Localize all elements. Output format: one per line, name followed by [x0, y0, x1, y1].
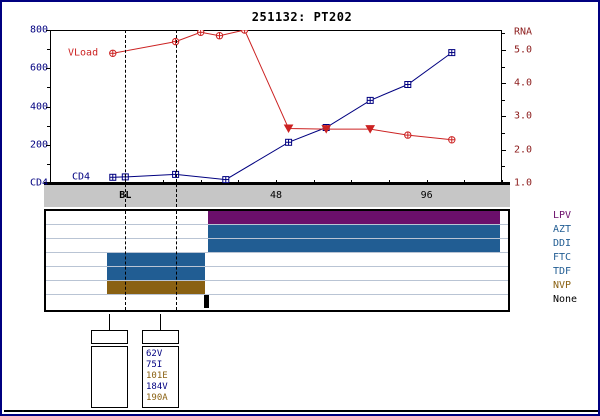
- rna-axis-minor-tick: [502, 67, 505, 68]
- mutation-entry: 62V: [146, 349, 163, 359]
- rna-axis-tick-label: 5.0: [514, 44, 533, 56]
- time-axis-tick: [502, 180, 503, 185]
- therapy-label-lpv: LPV: [553, 210, 572, 221]
- rna-axis-tick-label: 3.0: [514, 110, 533, 122]
- time-axis-tick: [389, 180, 390, 185]
- series-vload: [109, 30, 456, 144]
- cd4-axis-tick-label: 800: [29, 24, 48, 36]
- series-canvas: [109, 30, 456, 183]
- cd4-axis-tick: [46, 145, 50, 146]
- event-line: [125, 30, 126, 207]
- rna-axis-minor-tick: [502, 133, 505, 134]
- cd4-axis-tick: [46, 30, 50, 31]
- therapy-bar: [204, 295, 209, 308]
- time-axis-tick: [276, 180, 277, 185]
- therapy-timeline-grid: [44, 209, 510, 312]
- therapy-row: [46, 239, 508, 253]
- therapy-row: [46, 267, 508, 281]
- time-axis-band: [44, 185, 510, 207]
- mutation-entry: 184V: [146, 382, 168, 392]
- cd4-axis-tick-label: 200: [29, 139, 48, 151]
- mutation-entry: 101E: [146, 371, 168, 381]
- time-axis-tick: [351, 180, 352, 185]
- time-axis-tick: [314, 180, 315, 185]
- rna-axis-title: RNA: [514, 26, 533, 38]
- cd4-axis-tick-label: 600: [29, 62, 48, 74]
- therapy-bar: [208, 239, 500, 252]
- time-axis-tick: [464, 180, 465, 185]
- rna-axis-tick: [502, 183, 506, 184]
- cd4-axis-minor-tick: [47, 126, 50, 127]
- cd4-axis-tick: [46, 68, 50, 69]
- series-cd4: [109, 49, 456, 183]
- mutation-list-box: 62V 75I 101E 184V 190A: [142, 346, 179, 408]
- mutation-entry: 190A: [146, 393, 168, 403]
- time-axis-tick: [163, 180, 164, 185]
- therapy-row: [46, 295, 508, 309]
- event-line: [176, 30, 177, 207]
- therapy-label-azt: AZT: [553, 224, 572, 235]
- therapy-bar: [208, 211, 500, 224]
- mutation-header-box: [91, 330, 128, 344]
- rna-axis-tick-label: 4.0: [514, 77, 533, 89]
- mutation-header-box: [142, 330, 179, 344]
- time-axis-tick: [238, 180, 239, 185]
- cd4-series-label: CD4: [72, 171, 91, 183]
- rna-axis-minor-tick: [502, 33, 505, 34]
- therapy-label-none: None: [553, 294, 578, 305]
- therapy-label-tdf: TDF: [553, 266, 572, 277]
- rna-axis: RNA 5.0 4.0 3.0 2.0 1.0: [502, 2, 598, 414]
- footer-rule: [4, 410, 598, 412]
- rna-axis-tick-label: 2.0: [514, 144, 533, 156]
- time-axis-label: 48: [269, 190, 283, 201]
- rna-axis-tick: [502, 50, 506, 51]
- rna-axis-tick: [502, 116, 506, 117]
- vload-series-label: VLoad: [68, 47, 99, 59]
- rna-axis-tick: [502, 150, 506, 151]
- cd4-axis-tick-label: CD4: [29, 177, 48, 189]
- rna-axis-minor-tick: [502, 166, 505, 167]
- therapy-label-ftc: FTC: [553, 252, 572, 263]
- time-axis-tick: [427, 180, 428, 185]
- cd4-axis-minor-tick: [47, 87, 50, 88]
- therapy-bar: [107, 267, 205, 280]
- therapy-row: [46, 253, 508, 267]
- therapy-bar: [107, 253, 205, 266]
- therapy-row: [46, 211, 508, 225]
- therapy-label-ddi: DDI: [553, 238, 572, 249]
- time-axis-tick: [201, 180, 202, 185]
- therapy-row: [46, 225, 508, 239]
- rna-axis-minor-tick: [502, 100, 505, 101]
- mutation-stem: [109, 314, 110, 330]
- event-line-therapy: [125, 211, 126, 310]
- time-axis-label: 96: [420, 190, 433, 201]
- x-axis-line: [44, 182, 510, 185]
- cd4-axis-tick-label: 400: [29, 101, 48, 112]
- cd4-axis-tick: [46, 107, 50, 108]
- therapy-label-nvp: NVP: [553, 280, 572, 291]
- cd4-axis: 800 600 400 200 CD4: [2, 2, 50, 414]
- mutation-list-box: [91, 346, 128, 408]
- page-title: 251132: PT202: [251, 10, 353, 24]
- event-line-therapy: [176, 211, 177, 310]
- therapy-bar: [107, 281, 205, 294]
- cd4-axis-minor-tick: [47, 164, 50, 165]
- cd4-axis-minor-tick: [47, 49, 50, 50]
- therapy-row: [46, 281, 508, 295]
- mutation-stem: [160, 314, 161, 330]
- mutation-entry: 75I: [146, 360, 163, 370]
- rna-axis-tick-label: 1.0: [514, 177, 533, 189]
- rna-axis-tick: [502, 83, 506, 84]
- therapy-bar: [208, 225, 500, 238]
